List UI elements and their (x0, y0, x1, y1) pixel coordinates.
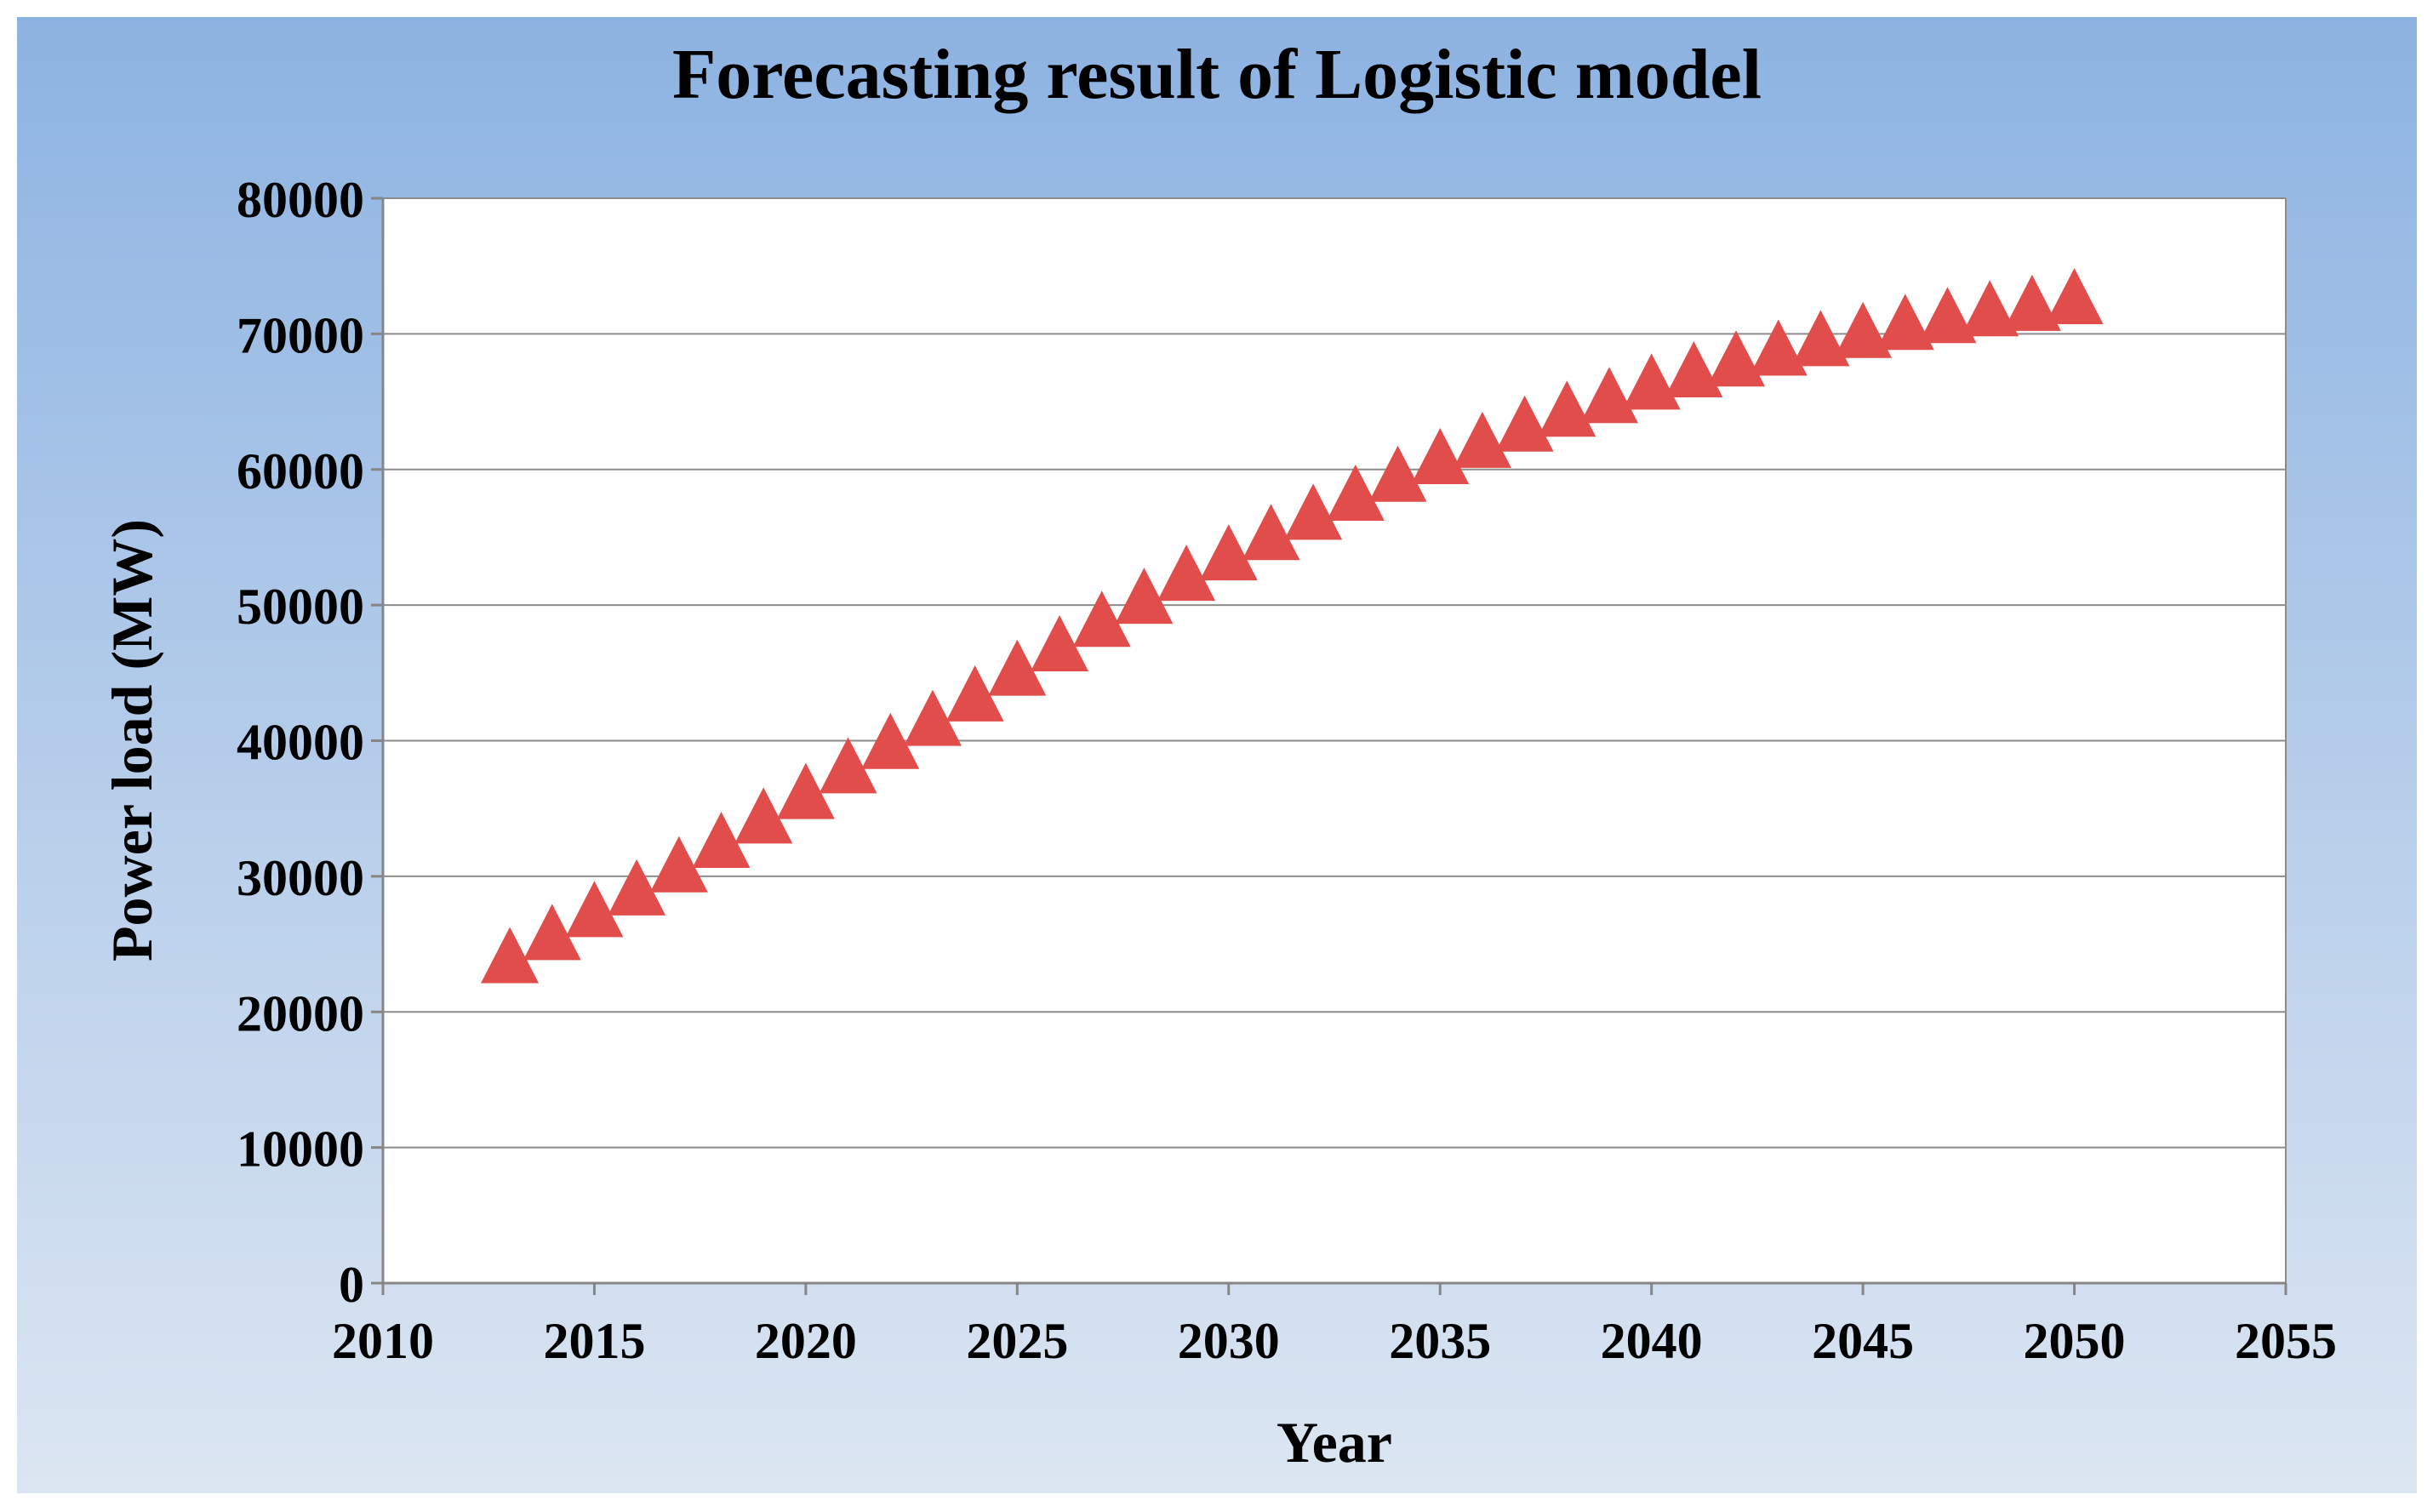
y-tick-label: 80000 (237, 172, 364, 228)
chart-title: Forecasting result of Logistic model (672, 35, 1762, 114)
data-point-marker (1199, 524, 1258, 581)
x-tick-label: 2040 (1601, 1313, 1703, 1369)
data-point-marker (1284, 483, 1343, 540)
x-tick-label: 2010 (332, 1313, 434, 1369)
x-tick-label: 2045 (1812, 1313, 1914, 1369)
x-tick-label: 2035 (1389, 1313, 1491, 1369)
data-point-marker (1834, 301, 1893, 358)
data-point-marker (481, 927, 540, 984)
data-point-marker (1072, 591, 1131, 648)
data-point-marker (692, 812, 751, 869)
data-point-marker (1665, 341, 1723, 397)
data-point-marker (1749, 319, 1808, 376)
x-axis-title: Year (1276, 1410, 1392, 1475)
y-tick-label: 70000 (237, 307, 364, 363)
x-tick-label: 2025 (966, 1313, 1068, 1369)
data-point-marker (1411, 428, 1470, 484)
y-axis-title: Power load (MW) (100, 519, 164, 961)
data-point-marker (903, 689, 962, 746)
y-tick-label: 10000 (237, 1121, 364, 1178)
y-tick-label: 30000 (237, 850, 364, 906)
data-point-marker (565, 881, 624, 938)
y-tick-label: 20000 (237, 985, 364, 1041)
y-tick-label: 60000 (237, 443, 364, 499)
x-tick-label: 2050 (2024, 1313, 2126, 1369)
data-point-marker (1242, 504, 1300, 561)
data-point-marker (734, 787, 793, 844)
x-tick-label: 2020 (755, 1313, 857, 1369)
data-point-marker (2002, 274, 2061, 331)
data-point-marker (776, 762, 835, 819)
data-point-marker (1031, 614, 1089, 671)
data-point-marker (1368, 445, 1427, 502)
data-point-marker (988, 639, 1047, 696)
data-point-marker (1453, 411, 1511, 468)
data-point-marker (1157, 545, 1216, 602)
data-point-marker (523, 904, 581, 961)
data-point-marker (1326, 465, 1385, 522)
data-point-marker (1876, 294, 1934, 351)
data-point-marker (861, 712, 920, 769)
data-point-marker (945, 665, 1004, 722)
data-point-marker (819, 737, 877, 794)
data-point-marker (608, 859, 666, 916)
y-tick-label: 0 (339, 1257, 364, 1313)
data-point-marker (1707, 330, 1766, 387)
data-point-marker (1961, 280, 2019, 337)
data-point-marker (1115, 568, 1174, 625)
x-tick-label: 2055 (2235, 1313, 2337, 1369)
data-point-marker (1791, 310, 1850, 367)
data-point-marker (1495, 395, 1554, 452)
x-tick-label: 2030 (1178, 1313, 1280, 1369)
x-tick-label: 2015 (543, 1313, 645, 1369)
axes: 0 10000 20000 30000 40000 50000 60000 70000 8000… (237, 172, 2337, 1369)
data-point-marker (2045, 267, 2104, 324)
y-tick-label: 40000 (237, 715, 364, 771)
data-point-marker (1918, 287, 1977, 344)
data-point-marker (649, 836, 708, 893)
data-series (481, 267, 2104, 984)
y-tick-label: 50000 (237, 579, 364, 635)
